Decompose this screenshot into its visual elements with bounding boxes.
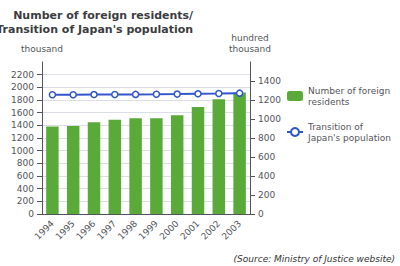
svg-text:0: 0	[28, 209, 34, 219]
svg-text:thousand: thousand	[21, 44, 63, 54]
svg-text:1995: 1995	[53, 218, 76, 241]
svg-text:1997: 1997	[95, 218, 118, 241]
svg-text:200: 200	[258, 190, 275, 200]
svg-text:2002: 2002	[199, 218, 222, 241]
svg-text:1000: 1000	[258, 114, 281, 124]
svg-text:400: 400	[258, 171, 275, 181]
svg-text:400: 400	[17, 184, 34, 194]
svg-text:Transition of: Transition of	[307, 122, 364, 132]
svg-text:(Source: Ministry of Justice w: (Source: Ministry of Justice website)	[234, 254, 395, 264]
svg-text:800: 800	[17, 158, 34, 168]
svg-text:200: 200	[17, 196, 34, 206]
svg-text:Number of foreign residents/: Number of foreign residents/	[13, 9, 194, 22]
svg-text:1400: 1400	[11, 120, 34, 130]
svg-text:1800: 1800	[11, 95, 34, 105]
svg-text:hundred: hundred	[231, 33, 269, 43]
svg-text:600: 600	[17, 171, 34, 181]
svg-text:Japan's population: Japan's population	[307, 133, 391, 143]
svg-text:1998: 1998	[116, 218, 139, 241]
svg-text:1999: 1999	[137, 218, 160, 241]
svg-text:2200: 2200	[11, 70, 34, 80]
svg-text:1200: 1200	[258, 95, 281, 105]
svg-text:800: 800	[258, 133, 275, 143]
svg-text:thousand: thousand	[229, 44, 271, 54]
svg-text:1996: 1996	[74, 218, 97, 241]
svg-text:2001: 2001	[178, 218, 201, 241]
svg-text:1000: 1000	[11, 146, 34, 156]
svg-text:2000: 2000	[11, 82, 34, 92]
svg-text:residents: residents	[308, 97, 350, 107]
svg-text:600: 600	[258, 152, 275, 162]
svg-text:Number of foreign: Number of foreign	[308, 86, 390, 96]
svg-text:1200: 1200	[11, 133, 34, 143]
svg-text:1400: 1400	[258, 76, 281, 86]
svg-text:2003: 2003	[220, 218, 243, 241]
svg-text:0: 0	[258, 209, 264, 219]
svg-text:Transition of Japan's populati: Transition of Japan's population	[0, 23, 193, 36]
svg-text:1600: 1600	[11, 108, 34, 118]
svg-text:1994: 1994	[33, 218, 56, 241]
svg-text:2000: 2000	[157, 218, 180, 241]
